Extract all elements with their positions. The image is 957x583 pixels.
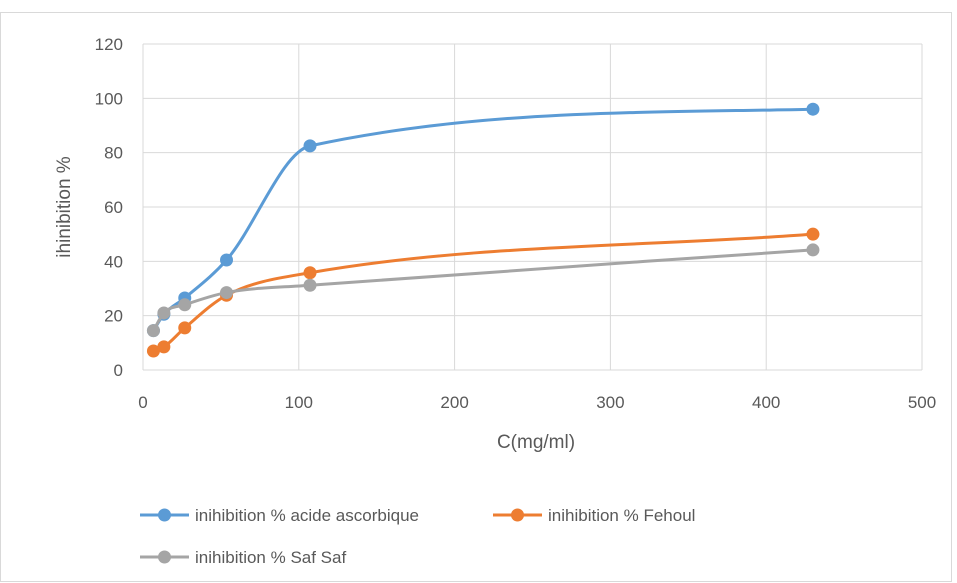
y-tick-labels: 0 20 40 60 80 100 120	[95, 35, 123, 380]
y-axis-title: ihinibition %	[54, 156, 75, 257]
x-tick-label: 400	[752, 393, 780, 412]
x-axis-title: C(mg/ml)	[497, 432, 575, 453]
y-tick-label: 0	[114, 361, 123, 380]
x-tick-labels: 0 100 200 300 400 500	[138, 393, 936, 412]
y-tick-label: 20	[104, 307, 123, 326]
data-point	[303, 278, 317, 292]
data-point	[220, 253, 234, 267]
legend-dot-marker	[511, 508, 524, 522]
data-point	[806, 102, 820, 116]
series-3	[146, 243, 820, 338]
y-tick-label: 120	[95, 35, 123, 54]
series-2	[146, 227, 820, 358]
data-point	[146, 324, 160, 338]
x-tick-label: 300	[596, 393, 624, 412]
data-point	[146, 344, 160, 358]
series-layer	[146, 102, 820, 358]
y-tick-label: 100	[95, 89, 123, 108]
data-point	[806, 227, 820, 241]
data-point	[806, 243, 820, 257]
x-tick-label: 100	[285, 393, 313, 412]
y-tick-label: 80	[104, 144, 123, 163]
x-tick-label: 500	[908, 393, 936, 412]
legend: inihibition % acide ascorbique inihibitio…	[140, 506, 695, 567]
legend-item: inihibition % acide ascorbique	[140, 506, 419, 525]
data-point	[303, 139, 317, 153]
y-tick-label: 60	[104, 198, 123, 217]
chart-frame	[0, 12, 952, 582]
series-line	[151, 232, 815, 353]
legend-item: inihibition % Saf Saf	[140, 548, 346, 567]
x-tick-label: 0	[138, 393, 147, 412]
legend-label: inihibition % Saf Saf	[195, 548, 346, 567]
data-point	[303, 266, 317, 280]
legend-item: inihibition % Fehoul	[493, 506, 695, 525]
data-point	[157, 306, 171, 320]
series-line	[151, 248, 815, 333]
data-point	[157, 340, 171, 354]
series-1	[146, 102, 820, 338]
legend-dot-marker	[158, 508, 171, 522]
data-point	[178, 298, 192, 312]
data-point	[220, 286, 234, 300]
legend-label: inihibition % Fehoul	[548, 506, 695, 525]
data-point	[178, 321, 192, 335]
legend-dot-marker	[158, 550, 171, 564]
y-tick-label: 40	[104, 252, 123, 271]
x-tick-label: 200	[440, 393, 468, 412]
grid	[142, 43, 923, 371]
legend-label: inihibition % acide ascorbique	[195, 506, 419, 525]
series-line	[151, 107, 815, 333]
